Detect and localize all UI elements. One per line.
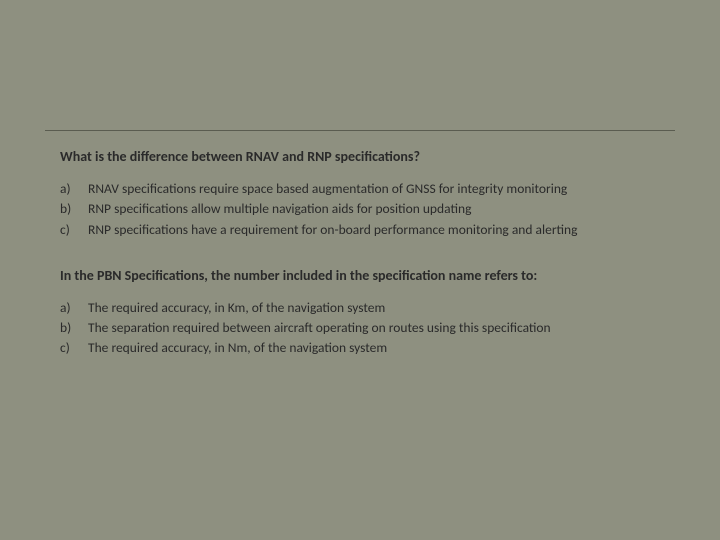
option-text: RNP specifications have a requirement fo…	[88, 221, 578, 238]
list-item: b) RNP specifications allow multiple nav…	[88, 200, 660, 218]
question-1-options: a) RNAV specifications require space bas…	[60, 180, 660, 239]
option-marker: a)	[60, 299, 82, 317]
slide: What is the difference between RNAV and …	[0, 0, 720, 540]
list-item: c) RNP specifications have a requirement…	[88, 221, 660, 239]
option-text: RNAV specifications require space based …	[88, 180, 567, 197]
list-item: c) The required accuracy, in Nm, of the …	[88, 339, 660, 357]
option-marker: c)	[60, 339, 82, 357]
horizontal-divider	[45, 130, 675, 131]
option-marker: a)	[60, 180, 82, 198]
question-2-options: a) The required accuracy, in Km, of the …	[60, 299, 660, 358]
option-text: RNP specifications allow multiple naviga…	[88, 200, 471, 217]
list-item: a) The required accuracy, in Km, of the …	[88, 299, 660, 317]
slide-content: What is the difference between RNAV and …	[60, 130, 660, 358]
list-item: a) RNAV specifications require space bas…	[88, 180, 660, 198]
question-1: What is the difference between RNAV and …	[60, 148, 660, 166]
option-marker: c)	[60, 221, 82, 239]
option-marker: b)	[60, 200, 82, 218]
option-text: The required accuracy, in Nm, of the nav…	[88, 339, 387, 356]
question-block-2: In the PBN Specifications, the number in…	[60, 267, 660, 358]
option-marker: b)	[60, 319, 82, 337]
option-text: The separation required between aircraft…	[88, 319, 551, 336]
question-2: In the PBN Specifications, the number in…	[60, 267, 660, 285]
option-text: The required accuracy, in Km, of the nav…	[88, 299, 385, 316]
list-item: b) The separation required between aircr…	[88, 319, 660, 337]
